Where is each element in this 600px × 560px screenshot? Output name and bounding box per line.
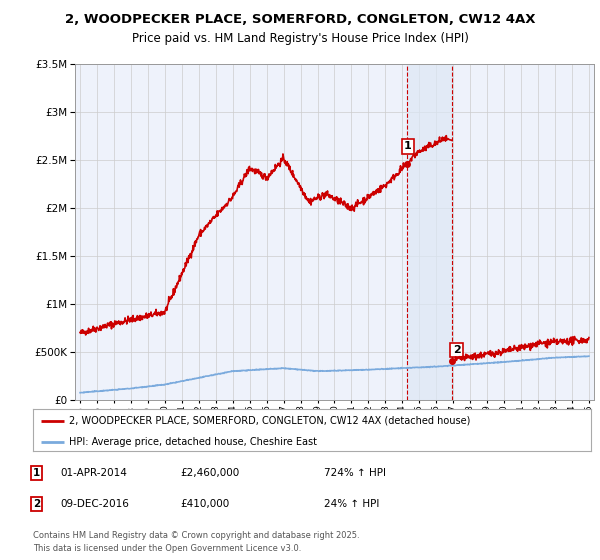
Text: £2,460,000: £2,460,000 [180, 468, 239, 478]
Text: 24% ↑ HPI: 24% ↑ HPI [324, 499, 379, 509]
Text: 2: 2 [453, 346, 460, 355]
Text: 2, WOODPECKER PLACE, SOMERFORD, CONGLETON, CW12 4AX: 2, WOODPECKER PLACE, SOMERFORD, CONGLETO… [65, 13, 535, 26]
Text: HPI: Average price, detached house, Cheshire East: HPI: Average price, detached house, Ches… [69, 437, 317, 446]
Text: 1: 1 [33, 468, 40, 478]
Bar [407, 64, 452, 400]
Text: 01-APR-2014: 01-APR-2014 [60, 468, 127, 478]
Text: 2: 2 [33, 499, 40, 509]
Text: 1: 1 [404, 141, 412, 151]
Text: 09-DEC-2016: 09-DEC-2016 [60, 499, 129, 509]
Text: £410,000: £410,000 [180, 499, 229, 509]
Text: 2, WOODPECKER PLACE, SOMERFORD, CONGLETON, CW12 4AX (detached house): 2, WOODPECKER PLACE, SOMERFORD, CONGLETO… [69, 416, 470, 426]
Text: Price paid vs. HM Land Registry's House Price Index (HPI): Price paid vs. HM Land Registry's House … [131, 31, 469, 45]
Text: Contains HM Land Registry data © Crown copyright and database right 2025.
This d: Contains HM Land Registry data © Crown c… [33, 531, 359, 553]
Text: 724% ↑ HPI: 724% ↑ HPI [324, 468, 386, 478]
